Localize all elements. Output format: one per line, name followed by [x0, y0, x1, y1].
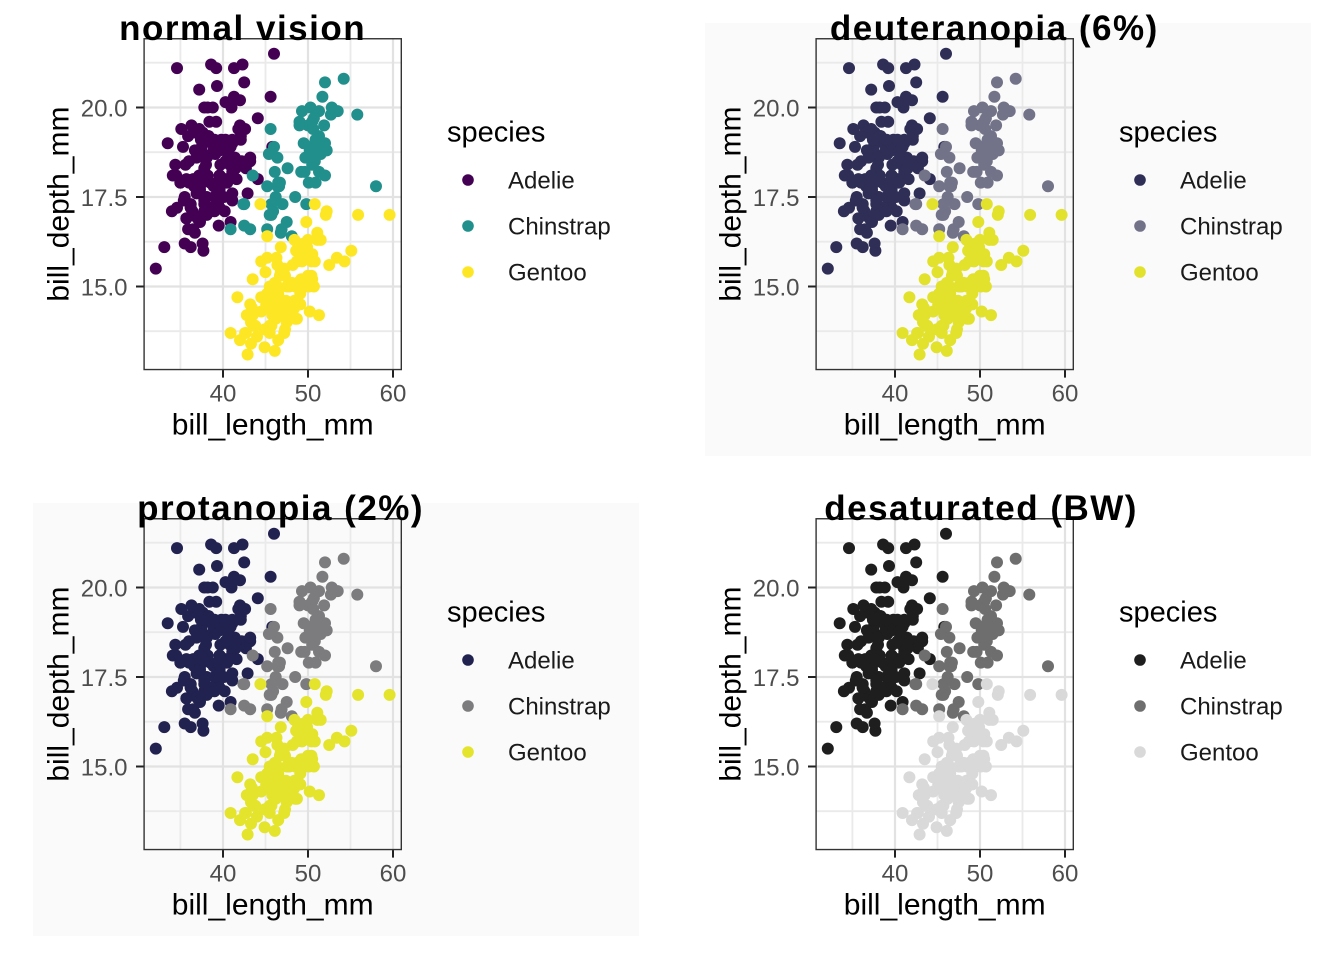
svg-text:normal vision: normal vision: [119, 9, 366, 48]
svg-text:deuteranopia (6%): deuteranopia (6%): [830, 9, 1159, 48]
svg-text:desaturated (BW): desaturated (BW): [824, 489, 1138, 528]
svg-text:protanopia (2%): protanopia (2%): [137, 489, 424, 528]
